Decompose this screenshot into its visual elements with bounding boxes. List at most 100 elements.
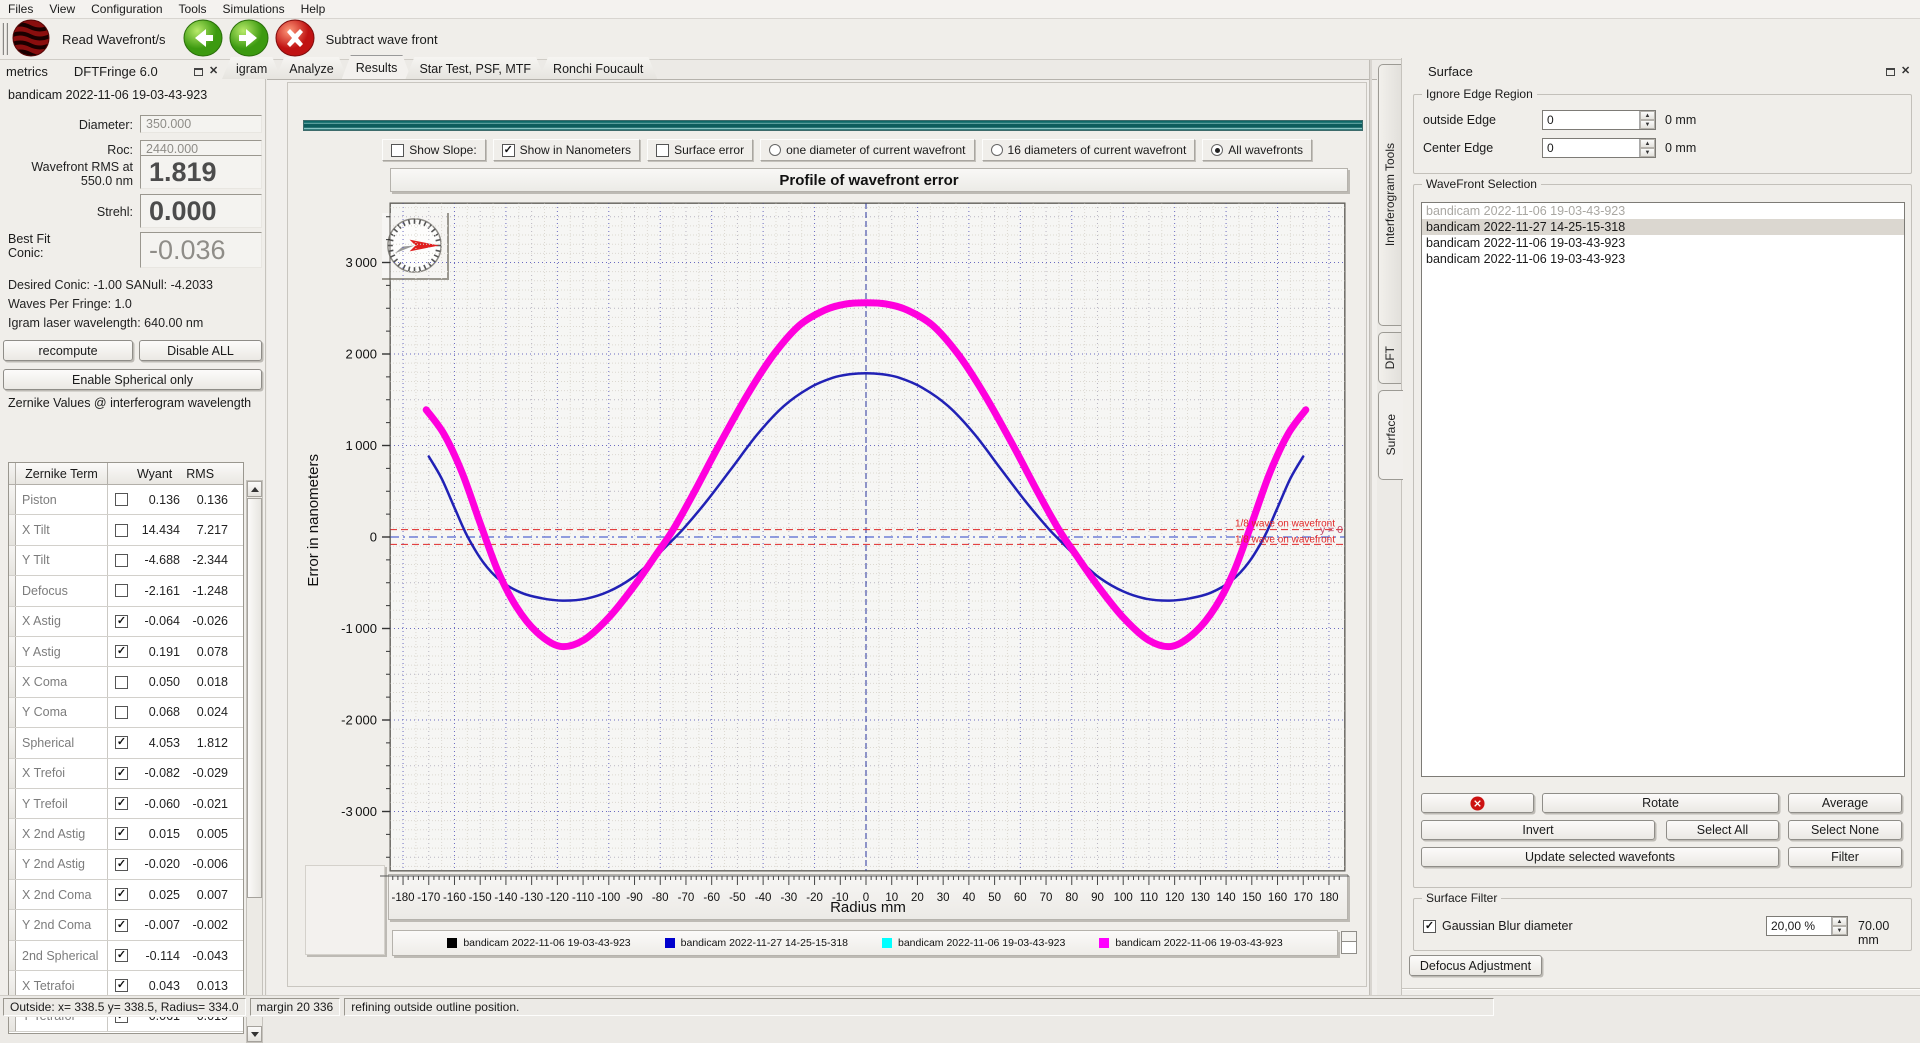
side-tab-dft[interactable]: DFT — [1378, 332, 1401, 384]
gaussian-blur-checkbox[interactable] — [1423, 919, 1436, 933]
zernike-enable-checkbox[interactable] — [115, 553, 128, 567]
spin-down-icon[interactable]: ▼ — [1832, 926, 1847, 935]
zernike-values-header[interactable]: Wyant RMS — [108, 463, 243, 484]
menu-item-help[interactable]: Help — [300, 2, 326, 16]
menu-item-tools[interactable]: Tools — [178, 2, 207, 16]
back-wavefront-button[interactable] — [183, 19, 223, 58]
table-row[interactable]: Y Tilt -4.688 -2.344 — [9, 545, 243, 577]
legend-entry[interactable]: bandicam 2022-11-06 19-03-43-923 — [882, 937, 1065, 949]
forward-wavefront-button[interactable] — [229, 19, 269, 58]
tab-ronchi-foucault[interactable]: Ronchi Foucault — [539, 57, 657, 79]
checkbox-show-in-nanometers[interactable]: Show in Nanometers — [492, 139, 641, 161]
wavefront-list[interactable]: bandicam 2022-11-06 19-03-43-923 bandicam… — [1421, 202, 1905, 777]
dock-float-icon[interactable] — [194, 67, 203, 76]
defocus-adjustment-button[interactable]: Defocus Adjustment — [1409, 955, 1542, 976]
spin-up-icon[interactable]: ▲ — [1640, 139, 1655, 148]
table-row[interactable]: X Trefoi -0.082 -0.029 — [9, 758, 243, 789]
toolbar-drag-handle[interactable] — [2, 23, 8, 55]
checkbox-show-slope-[interactable]: Show Slope: — [382, 139, 486, 161]
recompute-button[interactable]: recompute — [3, 340, 133, 361]
spin-up-icon[interactable]: ▲ — [1832, 917, 1847, 926]
tab-star-test-psf-mtf[interactable]: Star Test, PSF, MTF — [405, 57, 545, 79]
zernike-enable-checkbox[interactable] — [115, 675, 128, 689]
zernike-scrollbar[interactable] — [246, 480, 263, 1043]
zernike-enable-checkbox[interactable] — [115, 614, 128, 628]
spin-down-icon[interactable]: ▼ — [1640, 120, 1655, 129]
enable-spherical-button[interactable]: Enable Spherical only — [3, 369, 262, 390]
tab-results[interactable]: Results — [342, 55, 412, 79]
table-row[interactable]: Y Coma 0.068 0.024 — [9, 697, 243, 729]
table-row[interactable]: Y Astig 0.191 0.078 — [9, 636, 243, 668]
rotate-button[interactable]: Rotate — [1542, 793, 1779, 813]
zernike-enable-checkbox[interactable] — [115, 979, 128, 993]
legend-entry[interactable]: bandicam 2022-11-06 19-03-43-923 — [1099, 937, 1283, 949]
radio-one-diameter-of-current-wavefront[interactable]: one diameter of current wavefront — [760, 139, 975, 161]
select-all-button[interactable]: Select All — [1666, 820, 1779, 840]
update-wavefronts-button[interactable]: Update selected wavefonts — [1421, 847, 1779, 867]
zernike-enable-checkbox[interactable] — [115, 705, 128, 719]
zernike-enable-checkbox[interactable] — [115, 888, 128, 902]
table-row[interactable]: Y 2nd Astig -0.020 -0.006 — [9, 849, 243, 881]
table-row[interactable]: X Tilt 14.434 7.217 — [9, 515, 243, 546]
zernike-enable-checkbox[interactable] — [115, 857, 128, 871]
zernike-enable-checkbox[interactable] — [115, 949, 128, 963]
invert-button[interactable]: Invert — [1421, 820, 1655, 840]
side-tab-interferogram-tools[interactable]: Interferogram Tools — [1378, 64, 1401, 326]
zernike-enable-checkbox[interactable] — [115, 797, 128, 811]
table-row[interactable]: 2nd Spherical -0.114 -0.043 — [9, 940, 243, 972]
delete-wavefront-button[interactable] — [275, 19, 315, 58]
spin-up-icon[interactable]: ▲ — [1640, 111, 1655, 120]
table-row[interactable]: Piston 0.136 0.136 — [9, 485, 243, 516]
scroll-up-icon[interactable] — [247, 481, 262, 497]
table-row[interactable]: Y 2nd Coma -0.007 -0.002 — [9, 910, 243, 941]
checkbox-surface-error[interactable]: Surface error — [647, 139, 754, 161]
zernike-term-header[interactable]: Zernike Term — [16, 463, 108, 484]
roc-field[interactable]: 2440.000 — [140, 140, 262, 158]
disable-all-button[interactable]: Disable ALL — [139, 340, 262, 361]
outside-edge-spinbox[interactable]: 0 ▲ ▼ — [1542, 110, 1656, 130]
list-item[interactable]: bandicam 2022-11-06 19-03-43-923 — [1426, 204, 1626, 218]
zernike-enable-checkbox[interactable] — [115, 827, 128, 841]
delete-selected-button[interactable] — [1421, 793, 1534, 813]
read-wavefront-button[interactable] — [11, 19, 51, 58]
plot-canvas[interactable] — [390, 203, 1345, 871]
tab-analyze[interactable]: Analyze — [275, 57, 347, 79]
radio-all-wavefronts[interactable]: All wavefronts — [1202, 139, 1312, 161]
menu-item-view[interactable]: View — [49, 2, 76, 16]
table-row[interactable]: X Coma 0.050 0.018 — [9, 667, 243, 698]
table-row[interactable]: Y Trefoil -0.060 -0.021 — [9, 788, 243, 820]
list-item[interactable]: bandicam 2022-11-06 19-03-43-923 — [1426, 252, 1626, 266]
zernike-enable-checkbox[interactable] — [115, 918, 128, 932]
zernike-enable-checkbox[interactable] — [115, 493, 128, 507]
dock-close-icon[interactable]: ✕ — [209, 65, 219, 77]
menu-item-simulations[interactable]: Simulations — [222, 2, 285, 16]
diameter-field[interactable]: 350.000 — [140, 115, 262, 133]
table-row[interactable]: X 2nd Coma 0.025 0.007 — [9, 880, 243, 911]
zernike-enable-checkbox[interactable] — [115, 766, 128, 780]
list-item[interactable]: bandicam 2022-11-06 19-03-43-923 — [1426, 236, 1626, 250]
table-row[interactable]: Defocus -2.161 -1.248 — [9, 576, 243, 607]
radio-16-diameters-of-current-wavefront[interactable]: 16 diameters of current wavefront — [981, 139, 1196, 161]
surface-close-icon[interactable]: ✕ — [1901, 65, 1911, 77]
scroll-down-icon[interactable] — [247, 1026, 262, 1042]
table-row[interactable]: Spherical 4.053 1.812 — [9, 728, 243, 759]
legend-panel-icon[interactable] — [1341, 931, 1357, 954]
select-none-button[interactable]: Select None — [1788, 820, 1902, 840]
zernike-enable-checkbox[interactable] — [115, 736, 128, 750]
zernike-enable-checkbox[interactable] — [115, 584, 128, 598]
zernike-enable-checkbox[interactable] — [115, 645, 128, 659]
center-edge-spinbox[interactable]: 0 ▲ ▼ — [1542, 138, 1656, 158]
blur-percent-spinbox[interactable]: 20,00 % ▲ ▼ — [1766, 916, 1848, 936]
menu-item-files[interactable]: Files — [8, 2, 34, 16]
table-row[interactable]: X 2nd Astig 0.015 0.005 — [9, 819, 243, 850]
side-tab-surface[interactable]: Surface — [1378, 390, 1403, 480]
table-row[interactable]: X Astig -0.064 -0.026 — [9, 606, 243, 637]
scrollbar-thumb[interactable] — [247, 498, 262, 898]
filter-button[interactable]: Filter — [1788, 847, 1902, 867]
menu-item-configuration[interactable]: Configuration — [91, 2, 163, 16]
legend-entry[interactable]: bandicam 2022-11-06 19-03-43-923 — [447, 937, 631, 949]
splitter-handle[interactable] — [1369, 60, 1372, 995]
zernike-enable-checkbox[interactable] — [115, 523, 128, 537]
surface-float-icon[interactable] — [1886, 67, 1895, 76]
legend-entry[interactable]: bandicam 2022-11-27 14-25-15-318 — [664, 937, 848, 949]
